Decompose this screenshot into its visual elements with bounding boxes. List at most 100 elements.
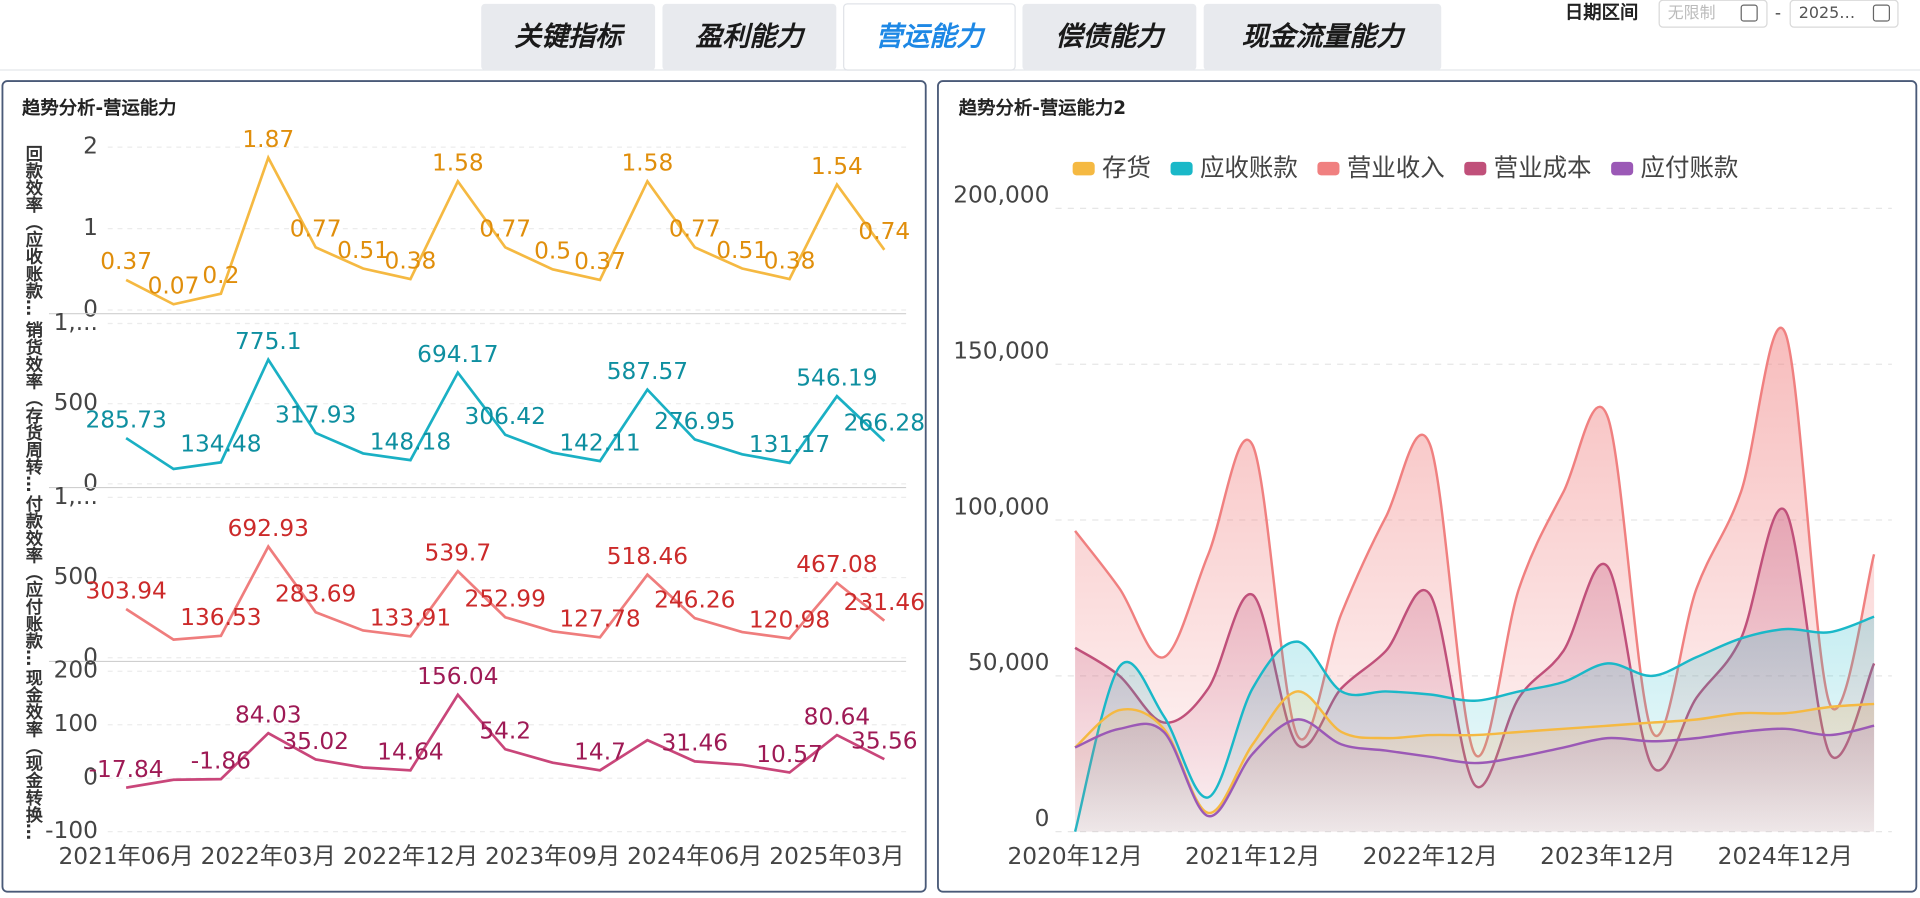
data-label: 127.78 [559, 606, 640, 633]
data-label: 0.74 [858, 218, 910, 245]
y-tick-label: -100 [45, 817, 98, 844]
chart-title: 趋势分析-营运能力2 [959, 97, 1126, 119]
data-label: 80.64 [804, 703, 871, 730]
y-tick-label: 200,000 [953, 182, 1049, 209]
calendar-icon [1872, 4, 1891, 22]
data-label: 587.57 [607, 358, 688, 385]
x-tick-label: 2024年06月 [627, 843, 762, 870]
data-label: 692.93 [228, 515, 309, 542]
data-label: 120.98 [749, 607, 830, 634]
date-end-input[interactable] [1789, 0, 1899, 28]
data-label: 246.26 [654, 587, 735, 614]
chart-title: 趋势分析-营运能力 [22, 97, 177, 119]
date-end-text: 2025… [1799, 3, 1855, 22]
x-tick-label: 2024年12月 [1718, 843, 1853, 870]
data-label: -17.84 [89, 756, 164, 783]
line [125, 154, 886, 306]
legend-swatch [1072, 161, 1095, 176]
data-label: 0.77 [290, 216, 342, 243]
x-tick-label: 2020年12月 [1007, 843, 1142, 870]
data-label: 54.2 [479, 718, 531, 745]
data-label: 0.77 [669, 216, 721, 243]
data-label: 1.54 [811, 153, 863, 180]
y-tick-label: 0 [83, 764, 98, 791]
data-label: 1.58 [432, 150, 484, 177]
legend-swatch [1611, 161, 1634, 176]
x-tick-label: 2021年06月 [58, 843, 193, 870]
y-tick-label: 0 [83, 296, 98, 323]
data-label: 0.51 [337, 237, 389, 264]
tab[interactable] [843, 3, 1016, 71]
data-label: 35.56 [851, 728, 918, 755]
date-separator: - [1775, 4, 1781, 24]
data-label: 0.2 [202, 262, 239, 289]
date-start-input[interactable] [1658, 0, 1768, 28]
data-label: 136.53 [180, 604, 261, 631]
legend-swatch [1317, 161, 1340, 176]
data-label: 518.46 [607, 543, 688, 570]
data-label: 0.38 [385, 247, 437, 274]
data-label: -1.86 [191, 748, 251, 775]
y-tick-label: 1,... [54, 483, 98, 510]
data-label: 231.46 [844, 589, 925, 616]
tab[interactable] [481, 3, 656, 71]
y-tick-label: 0 [83, 469, 98, 496]
data-label: 317.93 [275, 401, 356, 428]
data-label: 14.64 [377, 739, 444, 766]
area-line [1074, 718, 1875, 818]
data-label: 266.28 [844, 410, 925, 437]
data-label: 285.73 [85, 406, 166, 433]
right-chart: 0 50,000 100,000 150,000 200,000 2020年12月 2021… [953, 153, 1892, 870]
tab-label: 现金流量能力 [1242, 22, 1407, 53]
data-label: 14.7 [574, 739, 626, 766]
data-label: 35.02 [282, 728, 349, 755]
legend-swatch [1464, 161, 1487, 176]
x-tick-label: 2023年12月 [1540, 843, 1675, 870]
y-tick-label: 200 [54, 657, 98, 684]
data-label: 148.18 [370, 428, 451, 455]
y-axis-title: 付款效率（应付账款… [22, 494, 43, 666]
legend-label: 营业成本 [1494, 153, 1592, 182]
legend-label: 存货 [1102, 153, 1151, 182]
area-fill [1075, 719, 1875, 832]
y-tick-label: 1 [83, 214, 98, 241]
data-label: 539.7 [425, 540, 492, 567]
data-label: 142.11 [559, 429, 640, 456]
tab[interactable] [662, 3, 837, 71]
tab[interactable] [1203, 3, 1442, 71]
y-tick-label: 1,... [54, 309, 98, 336]
tab[interactable] [1022, 3, 1197, 71]
x-tick-label: 2025年03月 [769, 843, 904, 870]
data-label: 84.03 [235, 702, 302, 729]
data-label: 276.95 [654, 408, 735, 435]
area-line [1073, 615, 1875, 832]
line [125, 544, 886, 642]
legend-label: 应收账款 [1200, 153, 1298, 182]
y-tick-label: 500 [54, 389, 98, 416]
date-start-text: 无限制 [1668, 3, 1716, 22]
data-label: 0.5 [534, 238, 571, 265]
data-label: 546.19 [796, 365, 877, 392]
area-line [1074, 690, 1875, 815]
left-card [1, 80, 927, 893]
y-axis-title: 销货效率（存货周转… [22, 320, 43, 492]
data-label: 775.1 [235, 328, 302, 355]
tab-label: 关键指标 [514, 22, 626, 53]
y-tick-label: 150,000 [953, 337, 1049, 364]
data-label: 10.57 [756, 741, 823, 768]
y-tick-label: 2 [83, 133, 98, 160]
y-tick-label: 500 [54, 563, 98, 590]
data-label: 0.77 [479, 216, 531, 243]
data-label: 0.38 [764, 247, 816, 274]
y-axis-title: 现金效率（现金转换… [22, 669, 44, 840]
tab-bar: 关键指标 盈利能力 营运能力 偿债能力 现金流量能力 [481, 3, 1442, 71]
x-tick-label: 2022年12月 [1363, 843, 1498, 870]
y-tick-label: 100 [54, 710, 98, 737]
data-label: 131.17 [749, 431, 830, 458]
x-tick-label: 2022年03月 [201, 843, 336, 870]
calendar-icon [1740, 4, 1758, 22]
tab-label: 盈利能力 [696, 22, 807, 53]
legend-swatch [1170, 161, 1193, 176]
